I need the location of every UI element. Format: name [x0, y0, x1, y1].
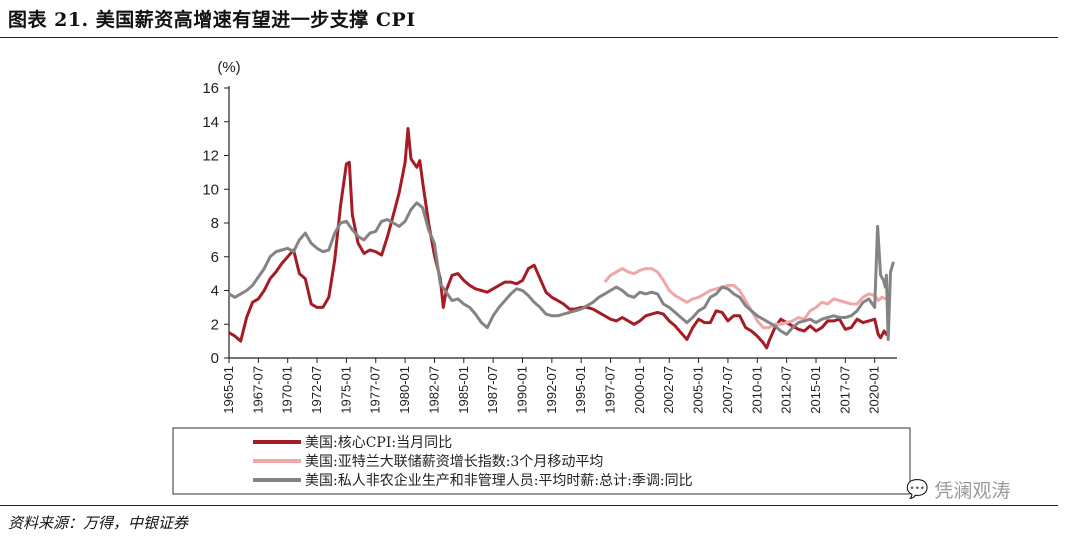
x-tick-label: 1965-01 — [221, 366, 236, 414]
x-tick-label: 1985-01 — [456, 366, 471, 414]
x-tick-label: 1987-07 — [485, 366, 500, 414]
x-tick-label: 2017-07 — [837, 366, 852, 414]
series-line-3 — [228, 201, 895, 341]
x-tick-label: 2000-01 — [632, 366, 647, 414]
x-tick-label: 1982-07 — [426, 366, 441, 414]
x-tick-label: 1975-01 — [338, 366, 353, 414]
x-tick-label: 1995-01 — [573, 366, 588, 414]
source-note: 资料来源：万得，中银证券 — [8, 514, 189, 532]
x-tick-label: 2010-01 — [749, 366, 764, 414]
x-tick-label: 1967-07 — [250, 366, 265, 414]
x-tick-label: 1970-01 — [280, 366, 295, 414]
y-axis-unit-label: (%) — [217, 59, 240, 76]
chart-legend: 美国:核心CPI:当月同比美国:亚特兰大联储薪资增长指数:3个月移动平均美国:私… — [172, 427, 911, 495]
series-line-2 — [603, 267, 892, 330]
watermark-text: 凭澜观涛 — [934, 480, 1011, 502]
x-tick-label: 2015-01 — [808, 366, 823, 414]
x-tick-label: 1977-07 — [368, 366, 383, 414]
legend-label-3: 美国:私人非农企业生产和非管理人员:平均时薪:总计:季调:同比 — [305, 472, 693, 489]
x-tick-label: 2012-07 — [779, 366, 794, 414]
y-tick-label: 2 — [211, 316, 219, 333]
bottom-divider — [0, 505, 1058, 506]
y-tick-label: 16 — [202, 80, 219, 97]
y-tick-label: 14 — [202, 114, 219, 131]
x-tick-label: 1992-07 — [544, 366, 559, 414]
figure-title: 图表 21. 美国薪资高增速有望进一步支撑 CPI — [8, 9, 416, 31]
y-tick-label: 12 — [202, 148, 219, 165]
y-tick-label: 4 — [211, 283, 219, 300]
y-tick-label: 0 — [211, 350, 219, 367]
x-tick-label: 1997-07 — [603, 366, 618, 414]
x-tick-label: 2007-07 — [720, 366, 735, 414]
watermark: 💬 凭澜观涛 — [906, 476, 1010, 503]
chart-axes: 0 2 4 6 8 10 12 14 16 (%) 1965-01 1967-07 1970-01 197… — [202, 59, 897, 414]
x-tick-label: 2020-01 — [867, 366, 882, 414]
x-tick-label: 2002-07 — [661, 366, 676, 414]
x-tick-label: 1990-01 — [514, 366, 529, 414]
legend-label-2: 美国:亚特兰大联储薪资增长指数:3个月移动平均 — [305, 454, 603, 470]
top-divider — [0, 37, 1058, 38]
x-tick-label: 1980-01 — [397, 366, 412, 414]
legend-label-1: 美国:核心CPI:当月同比 — [305, 435, 452, 451]
y-tick-label: 10 — [202, 181, 219, 198]
x-tick-label: 1972-07 — [309, 366, 324, 414]
y-tick-label: 8 — [211, 215, 219, 232]
x-tick-label: 2005-01 — [691, 366, 706, 414]
chart-lines — [228, 127, 895, 350]
y-tick-label: 6 — [211, 249, 219, 266]
wechat-icon: 💬 — [906, 479, 929, 500]
